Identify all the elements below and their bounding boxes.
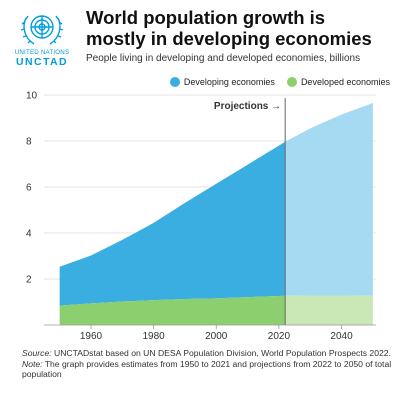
projection-label: Projections → (214, 101, 281, 112)
legend-item-developed: Developed economies (286, 77, 390, 87)
x-tick-label: 1960 (80, 331, 103, 342)
y-tick-label: 8 (26, 137, 32, 148)
legend-label-developing: Developing economies (183, 77, 275, 87)
x-tick-label: 2000 (205, 331, 228, 342)
unctad-logo: UNITED NATIONS UNCTAD (10, 8, 74, 68)
developing-area-estimates (59, 141, 286, 306)
org-short-name: UNCTAD (16, 56, 68, 68)
developing-area-projection (285, 103, 373, 296)
source-label: Source: (22, 348, 52, 358)
legend-swatch-developed (286, 77, 297, 87)
y-tick-label: 10 (26, 91, 38, 102)
org-name: UNITED NATIONS (14, 49, 70, 56)
chart-legend: Developing economies Developed economies (120, 77, 390, 87)
chart-footnote: Source: UNCTADstat based on UN DESA Popu… (22, 348, 392, 380)
developed-area-projection (285, 295, 373, 325)
chart-subtitle: People living in developing and develope… (86, 53, 361, 64)
legend-label-developed: Developed economies (300, 77, 390, 87)
chart-title: World population growth is mostly in dev… (86, 7, 396, 49)
legend-item-developing: Developing economies (169, 77, 275, 87)
source-text: UNCTADstat based on UN DESA Population D… (54, 348, 391, 358)
y-tick-label: 4 (26, 229, 32, 240)
y-tick-label: 2 (26, 275, 32, 286)
source-note: Source: UNCTADstat based on UN DESA Popu… (22, 348, 392, 359)
title-line-2: mostly in developing economies (86, 28, 372, 49)
y-tick-label: 6 (26, 183, 32, 194)
x-tick-label: 1980 (142, 331, 165, 342)
population-area-chart: 2 4 6 8 10 Projections → 1960 1980 2000 2020 2040 (26, 91, 376, 342)
title-line-1: World population growth is (86, 7, 326, 28)
note-text: The graph provides estimates from 1950 t… (22, 358, 392, 380)
x-tick-label: 2020 (268, 331, 291, 342)
x-tick-label: 2040 (330, 331, 353, 342)
developed-area-estimates (59, 295, 286, 325)
note-label: Note: (22, 358, 43, 369)
method-note: Note: The graph provides estimates from … (22, 359, 392, 380)
legend-swatch-developing (169, 77, 180, 87)
un-emblem-icon (20, 15, 64, 45)
